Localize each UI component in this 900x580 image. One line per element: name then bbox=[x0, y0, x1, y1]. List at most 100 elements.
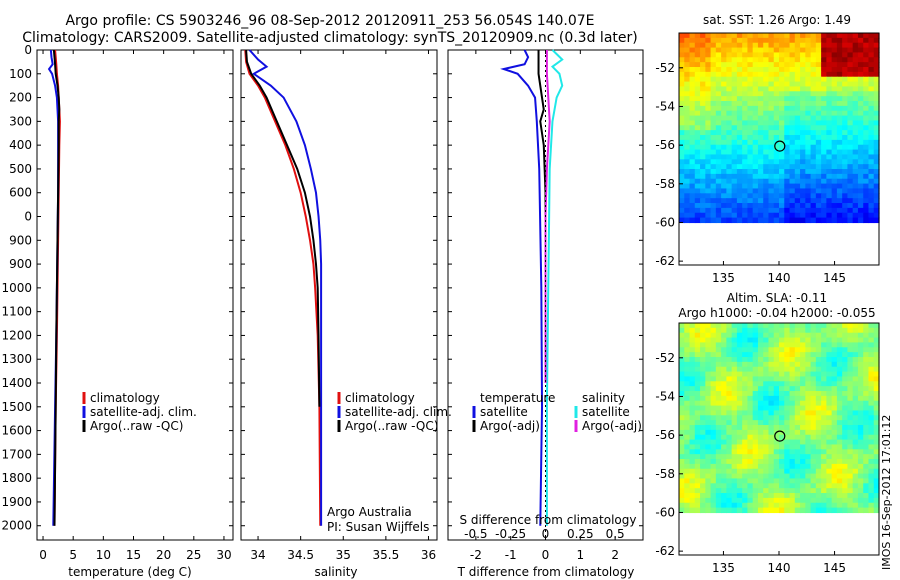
map-cell bbox=[852, 115, 859, 122]
map-cell bbox=[789, 81, 796, 88]
map-cell bbox=[810, 400, 817, 407]
map-cell bbox=[836, 139, 843, 146]
map-cell bbox=[873, 425, 880, 431]
map-cell bbox=[773, 105, 780, 112]
map-cell bbox=[768, 502, 775, 509]
map-cell bbox=[868, 33, 875, 39]
map-cell bbox=[689, 352, 696, 358]
map-cell bbox=[821, 502, 827, 509]
map-cell bbox=[700, 198, 706, 204]
map-cell bbox=[821, 342, 827, 348]
map-cell bbox=[815, 217, 822, 224]
map-cell bbox=[779, 86, 785, 92]
map-cell bbox=[694, 405, 701, 412]
map-cell bbox=[710, 468, 717, 475]
map-cell bbox=[852, 33, 859, 39]
map-cell bbox=[826, 37, 833, 44]
map-cell bbox=[821, 183, 827, 190]
map-cell bbox=[857, 212, 864, 219]
map-cell bbox=[763, 459, 770, 465]
map-cell bbox=[857, 115, 864, 122]
map-cell bbox=[726, 188, 733, 194]
map-cell bbox=[847, 207, 854, 214]
x-tick-label: 140 bbox=[768, 271, 791, 285]
map-cell bbox=[868, 135, 875, 141]
map-cell bbox=[779, 410, 785, 416]
map-cell bbox=[794, 327, 801, 334]
map-cell bbox=[757, 212, 764, 219]
map-cell bbox=[800, 101, 806, 107]
map-cell bbox=[784, 178, 791, 185]
map-cell bbox=[831, 207, 838, 214]
map-cell bbox=[868, 173, 875, 180]
map-cell bbox=[742, 468, 749, 475]
map-cell bbox=[826, 323, 833, 329]
map-cell bbox=[836, 193, 843, 199]
map-cell bbox=[779, 332, 785, 339]
map-cell bbox=[852, 434, 859, 441]
map-cell bbox=[831, 193, 838, 199]
map-cell bbox=[736, 371, 743, 378]
s-tick-label: -0.5 bbox=[464, 527, 487, 541]
map-cell bbox=[815, 439, 822, 446]
map-cell bbox=[831, 366, 838, 373]
map-cell bbox=[715, 405, 722, 412]
map-cell bbox=[842, 91, 849, 97]
map-cell bbox=[752, 86, 759, 92]
y-tick-label: 1100 bbox=[1, 305, 32, 319]
map-cell bbox=[715, 67, 722, 73]
map-cell bbox=[752, 203, 759, 209]
map-cell bbox=[747, 323, 754, 329]
map-cell bbox=[736, 342, 743, 348]
map-cell bbox=[826, 217, 833, 224]
map-cell bbox=[742, 454, 749, 460]
map-cell bbox=[857, 91, 864, 97]
map-cell bbox=[784, 149, 791, 156]
map-cell bbox=[826, 497, 833, 504]
map-cell bbox=[815, 507, 822, 514]
map-cell bbox=[836, 483, 843, 489]
map-cell bbox=[694, 139, 701, 146]
map-cell bbox=[842, 139, 849, 146]
map-cell bbox=[789, 33, 796, 39]
map-cell bbox=[842, 497, 849, 504]
map-cell bbox=[763, 110, 770, 117]
map-cell bbox=[768, 342, 775, 348]
map-cell bbox=[842, 400, 849, 407]
map-cell bbox=[779, 454, 785, 460]
map-cell bbox=[873, 332, 880, 339]
map-cell bbox=[763, 203, 770, 209]
map-cell bbox=[710, 483, 717, 489]
map-cell bbox=[763, 483, 770, 489]
map-cell bbox=[710, 425, 717, 431]
map-cell bbox=[873, 149, 880, 156]
map-cell bbox=[736, 57, 743, 63]
map-cell bbox=[857, 468, 864, 475]
map-cell bbox=[700, 473, 706, 480]
map-cell bbox=[763, 154, 770, 160]
map-cell bbox=[815, 173, 822, 180]
map-cell bbox=[826, 410, 833, 416]
map-cell bbox=[826, 459, 833, 465]
map-cell bbox=[847, 47, 854, 54]
map-cell bbox=[689, 444, 696, 450]
map-cell bbox=[689, 212, 696, 219]
map-cell bbox=[747, 164, 754, 170]
map-cell bbox=[684, 391, 691, 397]
map-cell bbox=[757, 434, 764, 441]
map-cell bbox=[757, 115, 764, 122]
map-cell bbox=[784, 507, 791, 514]
map-cell bbox=[826, 67, 833, 73]
map-cell bbox=[763, 395, 770, 402]
map-cell bbox=[747, 502, 754, 509]
map-cell bbox=[810, 164, 817, 170]
map-cell bbox=[700, 366, 706, 373]
map-cell bbox=[789, 193, 796, 199]
map-cell bbox=[721, 101, 727, 107]
map-cell bbox=[779, 159, 785, 165]
map-cell bbox=[773, 488, 780, 494]
map-cell bbox=[836, 120, 843, 126]
map-cell bbox=[842, 468, 849, 475]
map-cell bbox=[721, 483, 727, 489]
map-cell bbox=[721, 86, 727, 92]
